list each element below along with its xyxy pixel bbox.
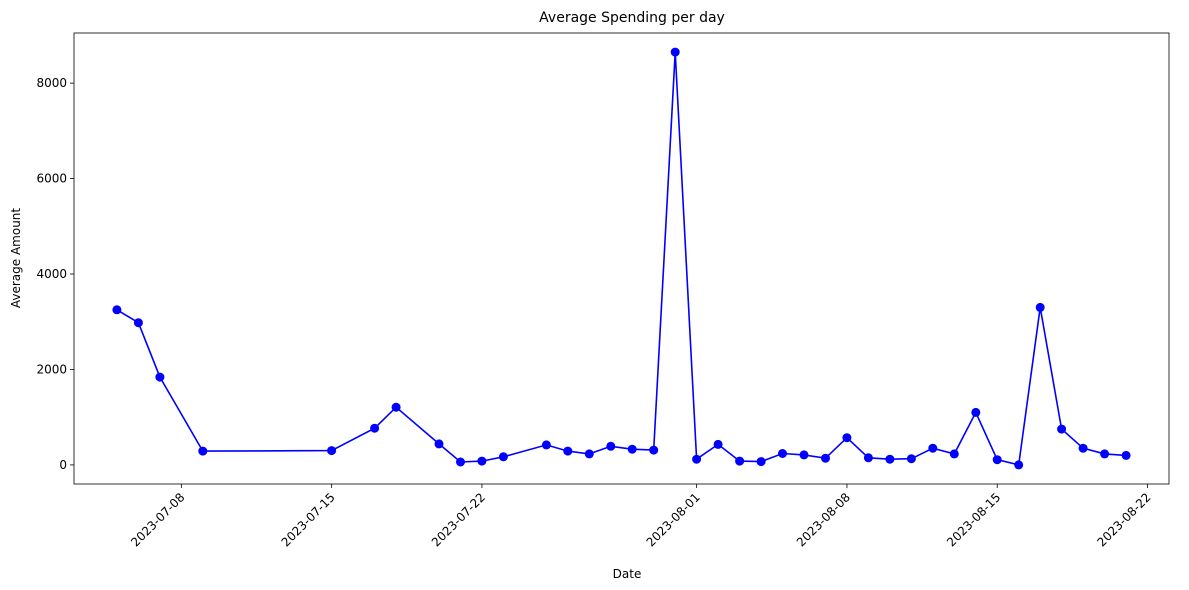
data-point <box>670 47 680 57</box>
data-point <box>370 423 380 433</box>
data-point <box>498 452 508 462</box>
data-point <box>1078 443 1088 453</box>
data-point <box>885 454 895 464</box>
x-tick-label: 2023-08-01 <box>644 490 703 549</box>
x-axis-ticks: 2023-07-08 2023-07-15 2023-07-22 2023-08-01… <box>128 484 1154 549</box>
data-point <box>971 407 981 417</box>
y-tick-label: 0 <box>59 458 67 472</box>
y-tick-label: 8000 <box>36 76 67 90</box>
data-point <box>627 444 637 454</box>
y-tick-label: 4000 <box>36 267 67 281</box>
data-point <box>1057 424 1067 434</box>
data-point <box>112 305 122 315</box>
data-point <box>477 456 487 466</box>
data-point <box>735 456 745 466</box>
data-point <box>584 449 594 459</box>
data-point <box>863 453 873 463</box>
plot-frame <box>73 32 1170 485</box>
x-tick-label: 2023-07-22 <box>429 490 488 549</box>
data-point <box>649 445 659 455</box>
data-point <box>133 318 143 328</box>
data-point <box>155 372 165 382</box>
data-point <box>541 440 551 450</box>
x-tick-label: 2023-08-08 <box>794 490 853 549</box>
data-point <box>1100 449 1110 459</box>
y-tick-label: 6000 <box>36 172 67 186</box>
x-tick-label: 2023-08-15 <box>944 490 1003 549</box>
x-tick-label: 2023-07-15 <box>279 490 338 549</box>
data-point <box>198 446 208 456</box>
data-point <box>842 433 852 443</box>
data-point <box>606 441 616 451</box>
x-axis-label: Date <box>613 567 642 581</box>
data-point <box>992 455 1002 465</box>
y-axis-label: Average Amount <box>9 208 23 309</box>
data-point <box>327 446 337 456</box>
data-point <box>799 450 809 460</box>
data-point <box>563 446 573 456</box>
y-axis-ticks: 0 2000 4000 6000 8000 <box>36 76 74 472</box>
data-points <box>112 47 1131 470</box>
x-tick-label: 2023-07-08 <box>128 490 187 549</box>
y-tick-label: 2000 <box>36 362 67 376</box>
chart-title: Average Spending per day <box>539 10 725 26</box>
data-point <box>1014 460 1024 470</box>
data-point <box>928 443 938 453</box>
data-point <box>1121 450 1131 460</box>
data-point <box>756 457 766 467</box>
data-point <box>434 439 444 449</box>
data-point <box>778 449 787 458</box>
data-point <box>949 449 959 459</box>
data-point <box>821 453 830 463</box>
x-tick-label: 2023-08-22 <box>1094 490 1153 549</box>
series-line <box>116 52 1127 466</box>
data-point <box>1035 302 1045 312</box>
data-point <box>713 439 723 449</box>
data-point <box>692 454 702 464</box>
data-point <box>456 457 465 467</box>
data-point <box>906 454 916 464</box>
data-point <box>391 402 401 412</box>
